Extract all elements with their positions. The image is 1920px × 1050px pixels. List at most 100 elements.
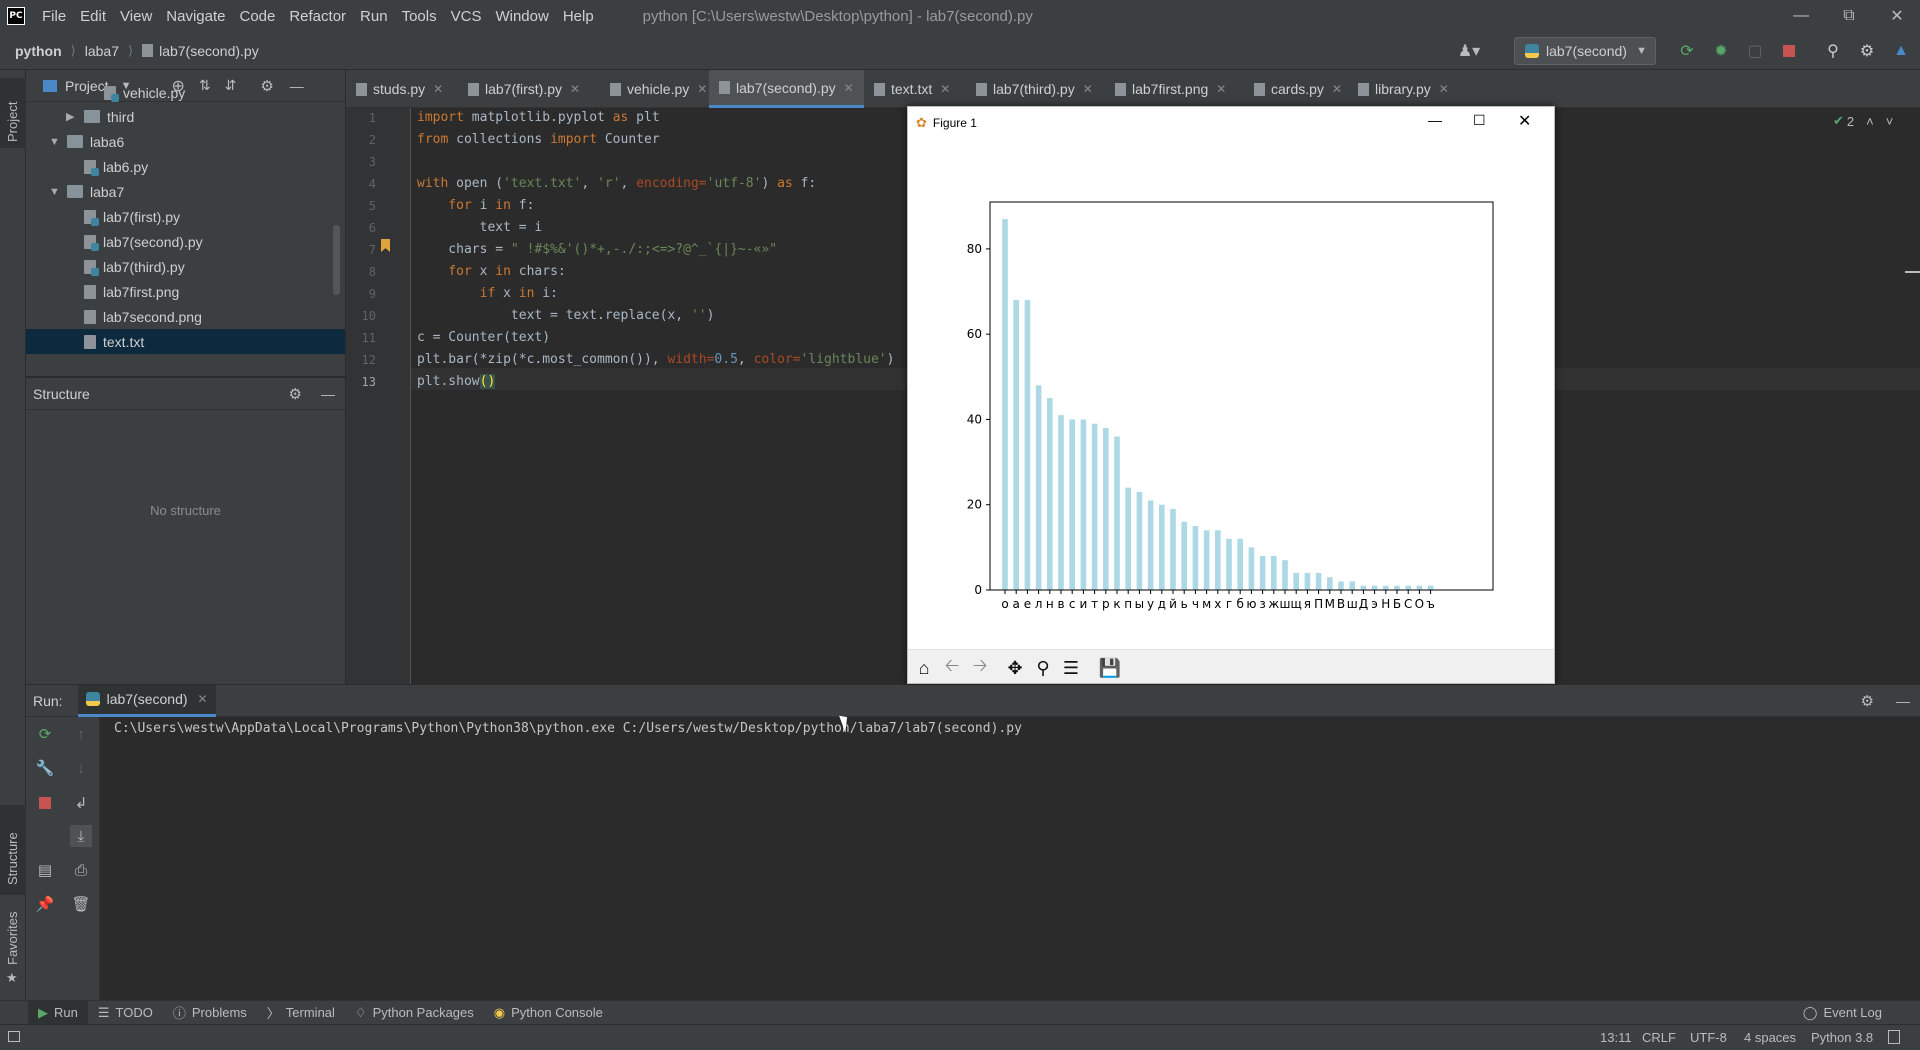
tree-item[interactable]: lab7(third).py xyxy=(26,254,345,279)
structure-side-tab[interactable]: Structure xyxy=(5,832,20,885)
menu-refactor[interactable]: Refactor xyxy=(289,7,347,25)
tab-lab7-second[interactable]: lab7(second).py ✕ xyxy=(709,70,864,108)
chevron-down-icon[interactable]: ˅ xyxy=(1885,113,1894,129)
rerun-icon[interactable]: ⟳ xyxy=(1680,43,1694,60)
gear-icon[interactable]: ⚙ xyxy=(288,385,302,403)
settings-icon[interactable]: ⚙ xyxy=(1859,43,1875,60)
tab-text-txt[interactable]: text.txt ✕ xyxy=(864,70,960,108)
stop-icon[interactable] xyxy=(34,792,56,814)
layout-icon[interactable]: ▤ xyxy=(37,862,53,879)
close-icon[interactable]: ✕ xyxy=(433,82,444,96)
close-icon[interactable]: ✕ xyxy=(1082,82,1093,96)
project-side-tab[interactable]: Project xyxy=(5,101,20,142)
tab-studs[interactable]: studs.py ✕ xyxy=(346,70,453,108)
tree-item[interactable]: ▼ laba7 xyxy=(26,179,345,204)
close-icon[interactable]: ✕ xyxy=(197,692,208,706)
user-icon[interactable]: ♟▾ xyxy=(1457,43,1481,60)
interpreter[interactable]: Python 3.8 xyxy=(1811,1030,1874,1045)
bottom-tab-python-packages[interactable]: ♢ Python Packages xyxy=(345,1001,484,1025)
line-separator[interactable]: CRLF xyxy=(1642,1030,1676,1045)
run-configuration-select[interactable]: lab7(second) ▼ xyxy=(1514,37,1656,65)
scroll-to-end-icon[interactable]: ⤓ xyxy=(70,825,92,847)
rerun-icon[interactable]: ⟳ xyxy=(38,726,52,743)
menu-window[interactable]: Window xyxy=(495,7,549,25)
print-icon[interactable]: ⎙ xyxy=(74,861,87,879)
bottom-tab-python-console[interactable]: ◉ Python Console xyxy=(484,1001,613,1025)
chevron-down-icon[interactable]: ▼ xyxy=(49,135,60,148)
figure-canvas[interactable]: 0 20 40 60 80 о а е л н в с и т р к п ы у д й ь ч м х г б ю з ж ш щ я П М В… xyxy=(908,138,1554,649)
gear-icon[interactable]: ⚙ xyxy=(1860,692,1874,710)
close-icon[interactable]: ✕ xyxy=(1331,82,1342,96)
bottom-tab-todo[interactable]: ☰ TODO xyxy=(88,1001,163,1025)
hide-icon[interactable]: — xyxy=(321,385,335,402)
tree-item[interactable]: vehicle.py xyxy=(26,80,345,105)
chevron-up-icon[interactable]: ˄ xyxy=(1866,113,1874,129)
forward-icon[interactable]: 🡢 xyxy=(972,655,988,675)
inspection-widget[interactable]: ✔ 2 ˄ ˅ xyxy=(1833,113,1893,129)
tab-library[interactable]: library.py ✕ xyxy=(1348,70,1459,108)
tree-item[interactable]: lab6.py xyxy=(26,154,345,179)
caret-position[interactable]: 13:11 xyxy=(1600,1030,1632,1045)
tree-item[interactable]: ▼ laba6 xyxy=(26,129,345,154)
tree-item[interactable]: lab7first.png xyxy=(26,279,345,304)
lock-icon[interactable] xyxy=(1888,1030,1900,1044)
chevron-down-icon[interactable]: ▼ xyxy=(120,79,132,92)
close-icon[interactable]: ✕ xyxy=(1438,82,1449,96)
pin-icon[interactable]: 📌 xyxy=(35,896,55,913)
chevron-down-icon[interactable]: ▼ xyxy=(49,185,60,198)
tree-item[interactable]: lab7(first).py xyxy=(26,204,345,229)
home-icon[interactable]: ⌂ xyxy=(918,657,930,678)
run-tab[interactable]: lab7(second) ✕ xyxy=(77,684,216,717)
menu-edit[interactable]: Edit xyxy=(80,7,107,25)
project-panel-title[interactable]: Project xyxy=(65,77,109,94)
breadcrumb-folder[interactable]: laba7 xyxy=(84,42,119,59)
save-icon[interactable]: 💾 xyxy=(1098,657,1122,678)
bookmark-icon[interactable] xyxy=(381,239,390,252)
collapse-all-icon[interactable]: ⇵ xyxy=(224,77,237,93)
trash-icon[interactable]: 🗑 xyxy=(71,896,91,913)
soft-wrap-icon[interactable]: ↲ xyxy=(74,795,88,812)
breadcrumb-project[interactable]: python xyxy=(15,42,62,59)
menu-vcs[interactable]: VCS xyxy=(450,7,482,25)
event-log-tab[interactable]: ◯ Event Log xyxy=(1793,1001,1892,1025)
minimize-icon[interactable]: — xyxy=(1428,112,1442,128)
chevron-right-icon[interactable]: ▶ xyxy=(66,111,75,123)
debug-icon[interactable]: ✹ xyxy=(1714,43,1728,60)
close-icon[interactable]: ✕ xyxy=(570,82,581,96)
locate-icon[interactable]: ⊕ xyxy=(171,77,185,95)
back-icon[interactable]: 🡠 xyxy=(944,655,960,675)
close-icon[interactable]: ✕ xyxy=(697,82,708,96)
expand-all-icon[interactable]: ⇅ xyxy=(198,77,211,93)
tab-lab7-third[interactable]: lab7(third).py ✕ xyxy=(966,70,1103,108)
tree-item[interactable]: lab7second.png xyxy=(26,304,345,329)
file-encoding[interactable]: UTF-8 xyxy=(1690,1030,1727,1045)
menu-navigate[interactable]: Navigate xyxy=(166,7,226,25)
gear-icon[interactable]: ⚙ xyxy=(260,77,274,95)
coverage-icon[interactable]: ▢ xyxy=(1747,43,1763,60)
bottom-tab-problems[interactable]: ⓘ Problems xyxy=(163,1001,257,1025)
close-icon[interactable]: ✕ xyxy=(1890,8,1904,25)
minimize-icon[interactable]: — xyxy=(1793,7,1809,24)
panel-toggle-icon[interactable] xyxy=(8,1031,20,1042)
close-icon[interactable]: ✕ xyxy=(940,82,951,96)
tree-item[interactable]: text.txt xyxy=(26,329,345,354)
console-output[interactable]: C:\Users\westw\AppData\Local\Programs\Py… xyxy=(114,721,1022,736)
tree-item[interactable]: ▶ third xyxy=(26,104,345,129)
search-icon[interactable]: ⚲ xyxy=(1827,43,1839,60)
bottom-tab-run[interactable]: ▶ Run xyxy=(28,1000,88,1025)
menu-code[interactable]: Code xyxy=(239,7,276,25)
close-icon[interactable]: ✕ xyxy=(1518,113,1532,130)
tab-cards[interactable]: cards.py ✕ xyxy=(1244,70,1352,108)
jetbrains-icon[interactable]: ▲ xyxy=(1893,42,1909,59)
tab-lab7first-png[interactable]: lab7first.png ✕ xyxy=(1105,70,1236,108)
maximize-icon[interactable]: ☐ xyxy=(1473,112,1486,128)
hide-icon[interactable]: — xyxy=(289,77,304,94)
close-icon[interactable]: ✕ xyxy=(1216,82,1227,96)
configure-icon[interactable]: ☰ xyxy=(1062,657,1080,678)
wrench-icon[interactable]: 🔧 xyxy=(35,760,55,777)
menu-tools[interactable]: Tools xyxy=(401,7,437,25)
zoom-icon[interactable]: ⚲ xyxy=(1036,657,1050,678)
arrow-down-icon[interactable]: ↓ xyxy=(77,759,85,777)
pan-icon[interactable]: ✥ xyxy=(1007,657,1023,678)
menu-run[interactable]: Run xyxy=(360,7,388,25)
